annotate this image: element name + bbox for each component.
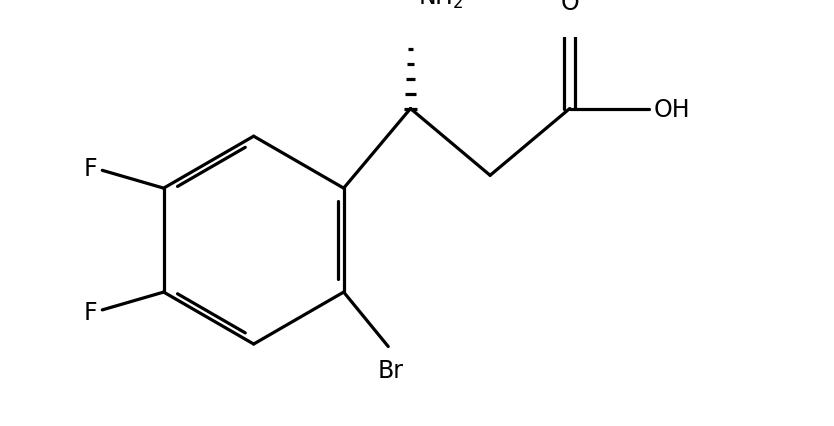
Text: O: O: [560, 0, 579, 15]
Text: F: F: [83, 157, 98, 181]
Text: Br: Br: [377, 359, 403, 383]
Text: F: F: [83, 300, 98, 324]
Text: NH$_2$: NH$_2$: [419, 0, 464, 11]
Text: OH: OH: [654, 97, 691, 121]
